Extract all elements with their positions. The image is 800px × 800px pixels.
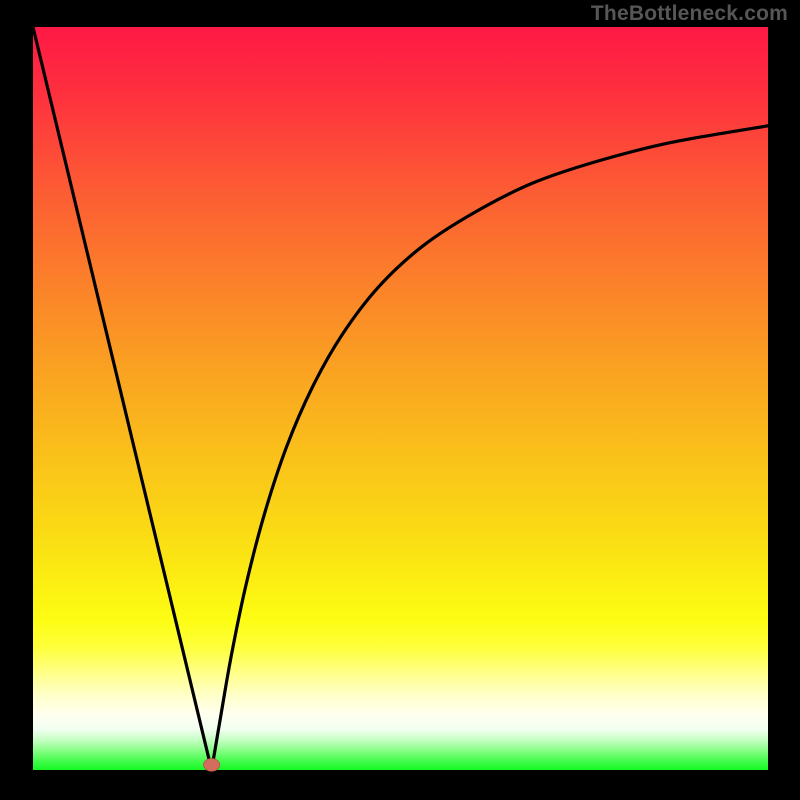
minimum-marker — [204, 758, 220, 771]
plot-background — [33, 27, 768, 770]
watermark-text: TheBottleneck.com — [591, 2, 788, 26]
bottleneck-chart — [0, 0, 800, 800]
chart-frame: { "watermark": { "text": "TheBottleneck.… — [0, 0, 800, 800]
